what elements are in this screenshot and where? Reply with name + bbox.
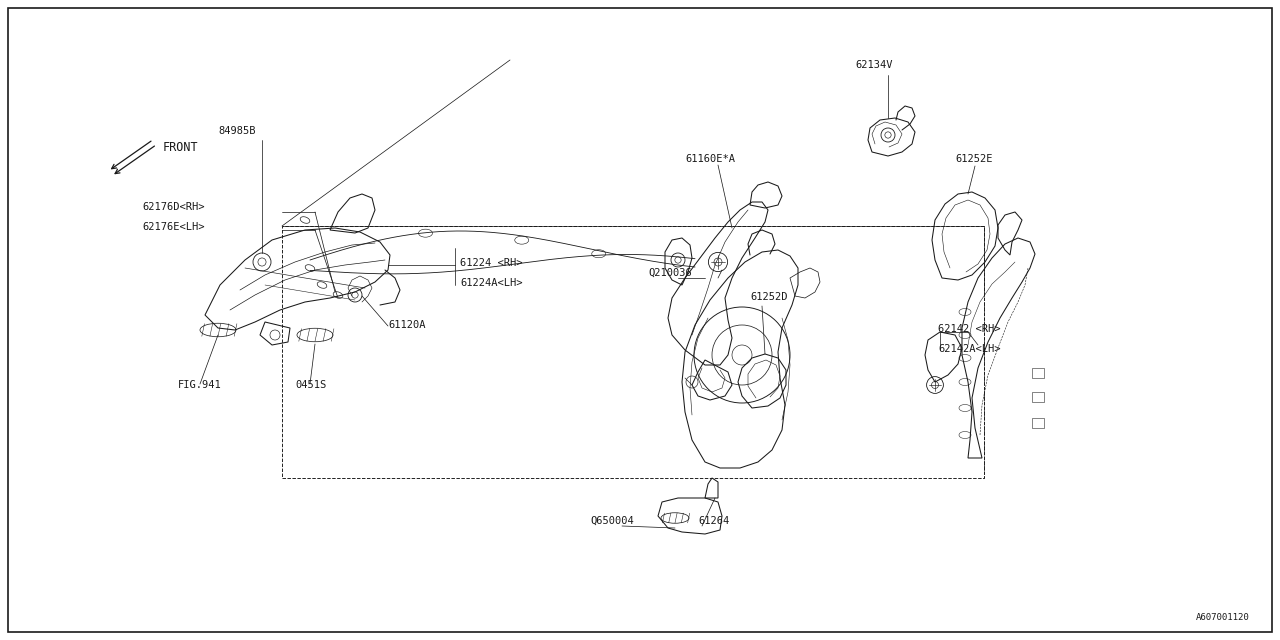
Text: Q650004: Q650004 bbox=[590, 516, 634, 526]
Text: 62134V: 62134V bbox=[855, 60, 892, 70]
Text: 62176D<RH>: 62176D<RH> bbox=[142, 202, 205, 212]
Text: FRONT: FRONT bbox=[163, 141, 198, 154]
Text: 61160E*A: 61160E*A bbox=[685, 154, 735, 164]
Text: 61252D: 61252D bbox=[750, 292, 787, 302]
Text: 62176E<LH>: 62176E<LH> bbox=[142, 222, 205, 232]
Text: 0451S: 0451S bbox=[294, 380, 326, 390]
Bar bbox=[1032, 368, 1044, 378]
Text: 61224 <RH>: 61224 <RH> bbox=[460, 258, 522, 268]
Text: 61252E: 61252E bbox=[955, 154, 992, 164]
Bar bbox=[1032, 392, 1044, 402]
Bar bbox=[282, 226, 984, 478]
Text: Q210036: Q210036 bbox=[648, 268, 691, 278]
Text: 62142A<LH>: 62142A<LH> bbox=[938, 344, 1001, 354]
Text: 84985B: 84985B bbox=[218, 126, 256, 136]
Text: FIG.941: FIG.941 bbox=[178, 380, 221, 390]
Text: 62142 <RH>: 62142 <RH> bbox=[938, 324, 1001, 334]
Text: A607001120: A607001120 bbox=[1197, 613, 1251, 622]
Text: 61264: 61264 bbox=[698, 516, 730, 526]
Bar bbox=[1032, 418, 1044, 428]
Text: 61120A: 61120A bbox=[388, 320, 425, 330]
Text: 61224A<LH>: 61224A<LH> bbox=[460, 278, 522, 288]
